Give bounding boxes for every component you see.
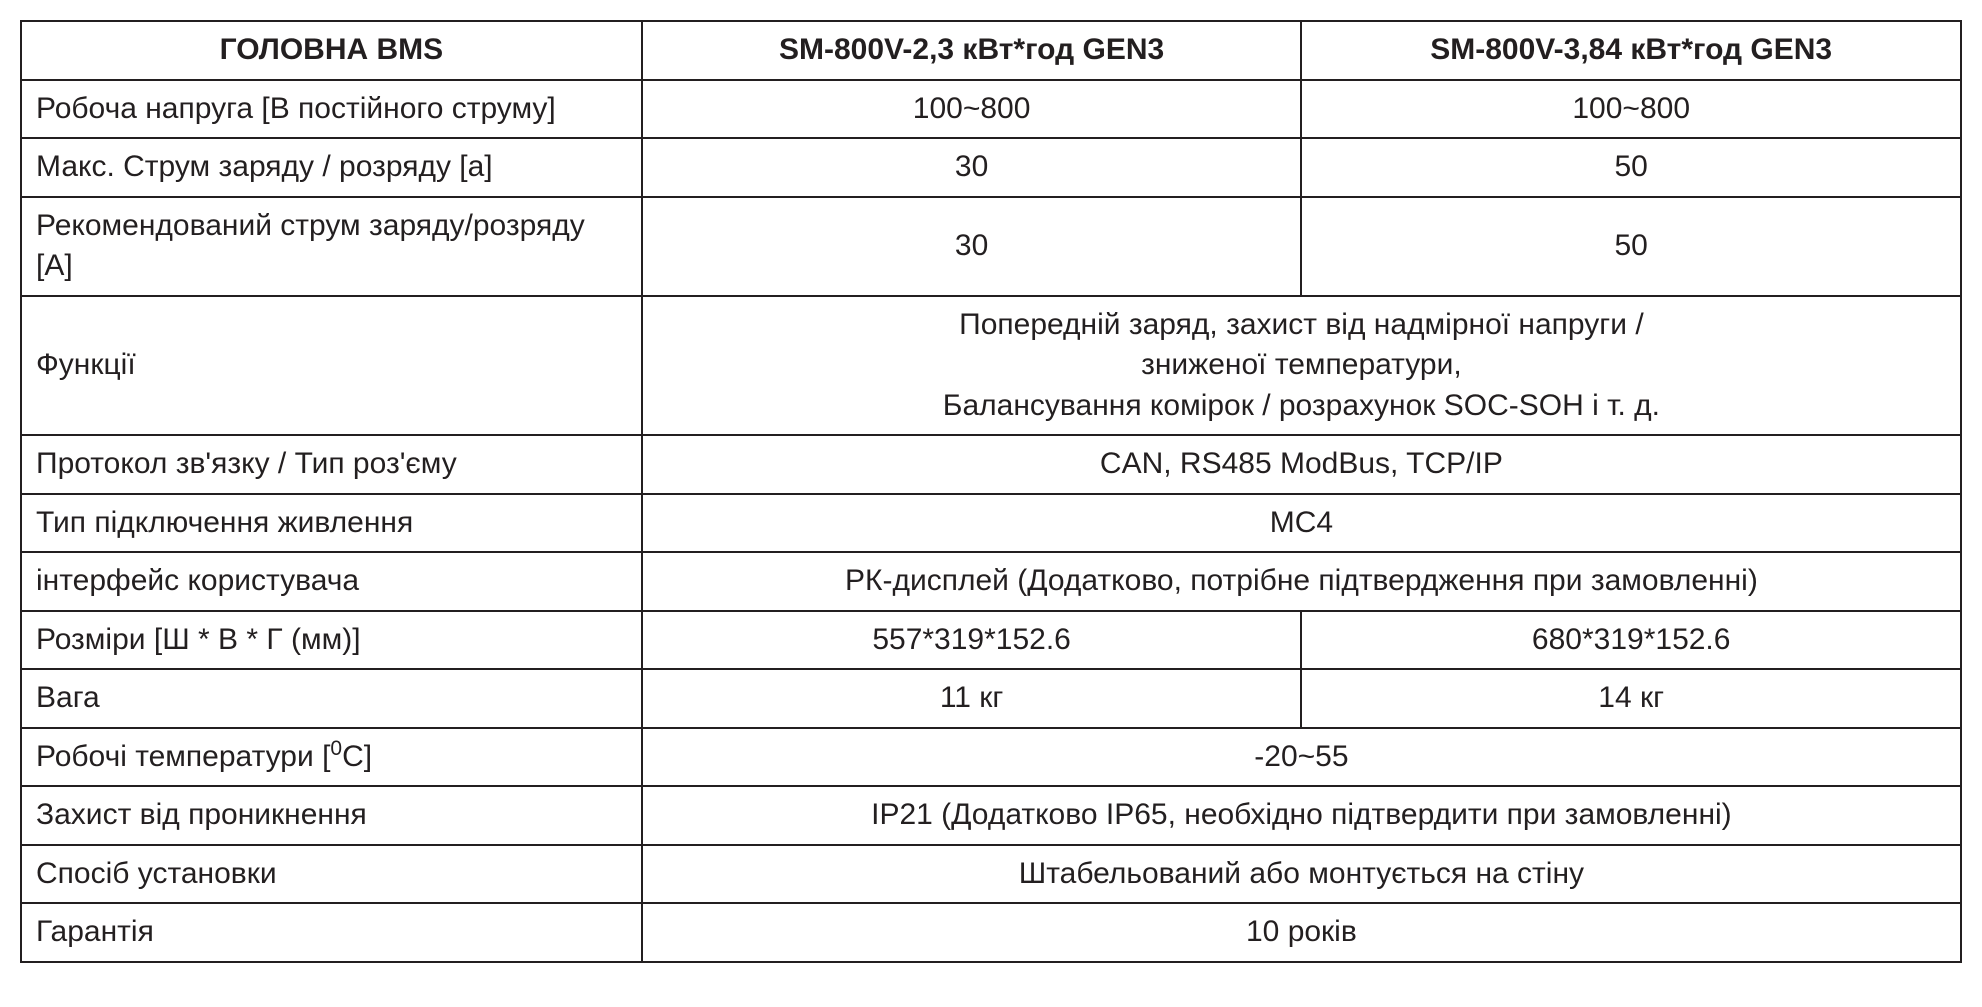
- spec-table: ГОЛОВНА BMS SM-800V-2,3 кВт*год GEN3 SM-…: [20, 20, 1962, 963]
- row-value-col2: 100~800: [1301, 80, 1961, 139]
- table-row: Спосіб установкиШтабельований або монтує…: [21, 845, 1961, 904]
- table-row: Макс. Струм заряду / розряду [а]3050: [21, 138, 1961, 197]
- table-row: Розміри [Ш * В * Г (мм)]557*319*152.6680…: [21, 611, 1961, 670]
- row-label: Гарантія: [21, 903, 642, 962]
- header-col0: ГОЛОВНА BMS: [21, 21, 642, 80]
- row-label: Тип підключення живлення: [21, 494, 642, 553]
- table-row: Протокол зв'язку / Тип роз'ємуCAN, RS485…: [21, 435, 1961, 494]
- row-value-col2: 680*319*152.6: [1301, 611, 1961, 670]
- row-value-col1: 30: [642, 138, 1302, 197]
- row-label: Вага: [21, 669, 642, 728]
- row-value-merged: IP21 (Додатково IP65, необхідно підтверд…: [642, 786, 1961, 845]
- row-value-merged: MC4: [642, 494, 1961, 553]
- row-value-col2: 50: [1301, 138, 1961, 197]
- header-col2: SM-800V-3,84 кВт*год GEN3: [1301, 21, 1961, 80]
- row-value-merged: CAN, RS485 ModBus, TCP/IP: [642, 435, 1961, 494]
- row-value-col1: 30: [642, 197, 1302, 296]
- row-value-col1: 11 кг: [642, 669, 1302, 728]
- row-value-merged: 10 років: [642, 903, 1961, 962]
- header-col1: SM-800V-2,3 кВт*год GEN3: [642, 21, 1302, 80]
- row-label: інтерфейс користувача: [21, 552, 642, 611]
- row-value-merged: РК-дисплей (Додатково, потрібне підтверд…: [642, 552, 1961, 611]
- table-row: Захист від проникненняIP21 (Додатково IP…: [21, 786, 1961, 845]
- table-row: Рекомендований струм заряду/розряду [А]3…: [21, 197, 1961, 296]
- row-value-col2: 14 кг: [1301, 669, 1961, 728]
- table-header-row: ГОЛОВНА BMS SM-800V-2,3 кВт*год GEN3 SM-…: [21, 21, 1961, 80]
- row-label: Рекомендований струм заряду/розряду [А]: [21, 197, 642, 296]
- table-row: ФункціїПопередній заряд, захист від надм…: [21, 296, 1961, 436]
- row-label: Розміри [Ш * В * Г (мм)]: [21, 611, 642, 670]
- row-label: Робоча напруга [В постійного струму]: [21, 80, 642, 139]
- row-value-merged: -20~55: [642, 728, 1961, 787]
- row-label: Протокол зв'язку / Тип роз'єму: [21, 435, 642, 494]
- row-value-col1: 557*319*152.6: [642, 611, 1302, 670]
- table-row: Гарантія10 років: [21, 903, 1961, 962]
- row-label: Захист від проникнення: [21, 786, 642, 845]
- row-label: Макс. Струм заряду / розряду [а]: [21, 138, 642, 197]
- table-row: Вага11 кг14 кг: [21, 669, 1961, 728]
- table-row: Робоча напруга [В постійного струму]100~…: [21, 80, 1961, 139]
- row-label: Функції: [21, 296, 642, 436]
- row-value-merged: Штабельований або монтується на стіну: [642, 845, 1961, 904]
- row-label: Робочі температури [0C]: [21, 728, 642, 787]
- row-value-col2: 50: [1301, 197, 1961, 296]
- table-row: Робочі температури [0C]-20~55: [21, 728, 1961, 787]
- row-label: Спосіб установки: [21, 845, 642, 904]
- row-value-col1: 100~800: [642, 80, 1302, 139]
- table-row: інтерфейс користувачаРК-дисплей (Додатко…: [21, 552, 1961, 611]
- table-row: Тип підключення живленняMC4: [21, 494, 1961, 553]
- row-value-merged: Попередній заряд, захист від надмірної н…: [642, 296, 1961, 436]
- table-body: Робоча напруга [В постійного струму]100~…: [21, 80, 1961, 962]
